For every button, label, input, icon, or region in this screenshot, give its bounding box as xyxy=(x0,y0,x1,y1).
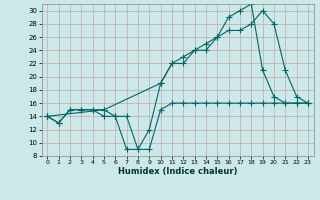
X-axis label: Humidex (Indice chaleur): Humidex (Indice chaleur) xyxy=(118,167,237,176)
